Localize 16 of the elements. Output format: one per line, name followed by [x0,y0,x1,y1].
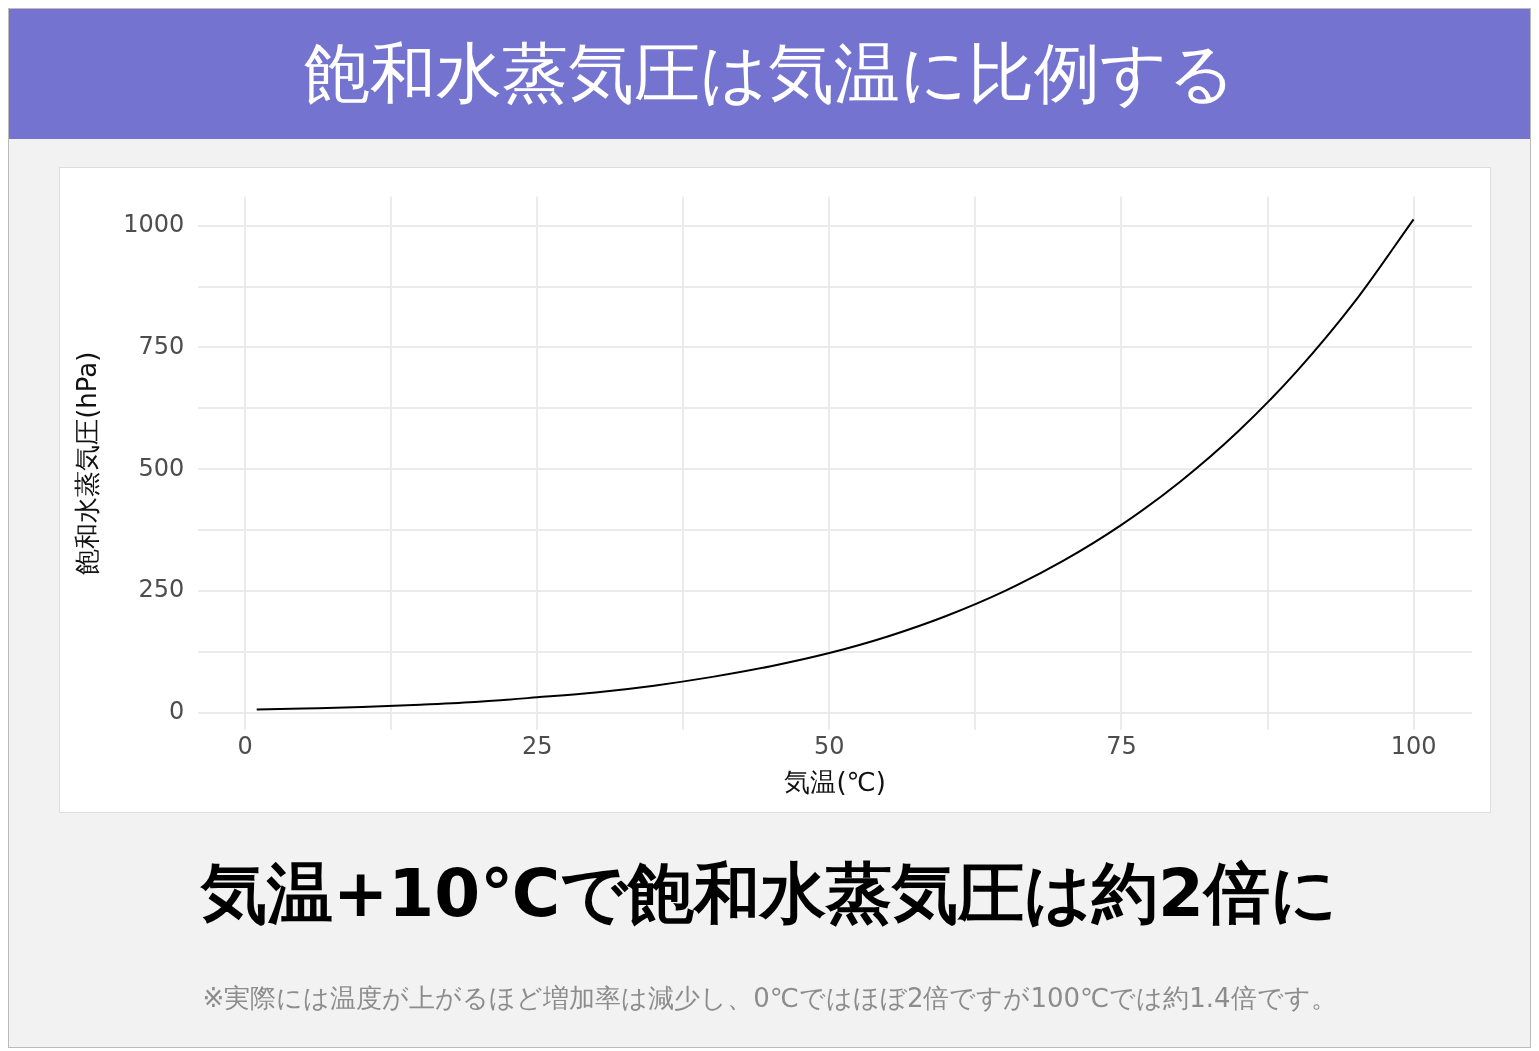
text: 気温+10℃で飽和水蒸気圧は約2倍に [199,854,1339,934]
y-tick-label: 1000 [123,209,185,238]
y-axis-title: 飽和水蒸気圧(hPa) [72,351,103,575]
x-tick-label: 25 [521,731,553,760]
chart-title: 飽和水蒸気圧は気温に比例する [9,9,1530,139]
x-tick-label: 50 [814,731,845,760]
x-tick-label: 75 [1106,731,1137,760]
x-axis-title: 気温(℃) [784,767,886,798]
y-tick-label: 0 [169,697,185,726]
y-tick-label: 750 [138,331,185,360]
y-tick-label: 500 [138,453,185,482]
y-tick-label: 250 [138,575,185,604]
line-series [255,218,1415,711]
text: ※実際には温度が上がるほど増加率は減少し、0℃ではほぼ2倍ですが100℃では約1.4倍です。 [201,982,1338,1015]
x-tick-label: 0 [237,731,253,760]
x-tick-label: 100 [1390,731,1437,760]
